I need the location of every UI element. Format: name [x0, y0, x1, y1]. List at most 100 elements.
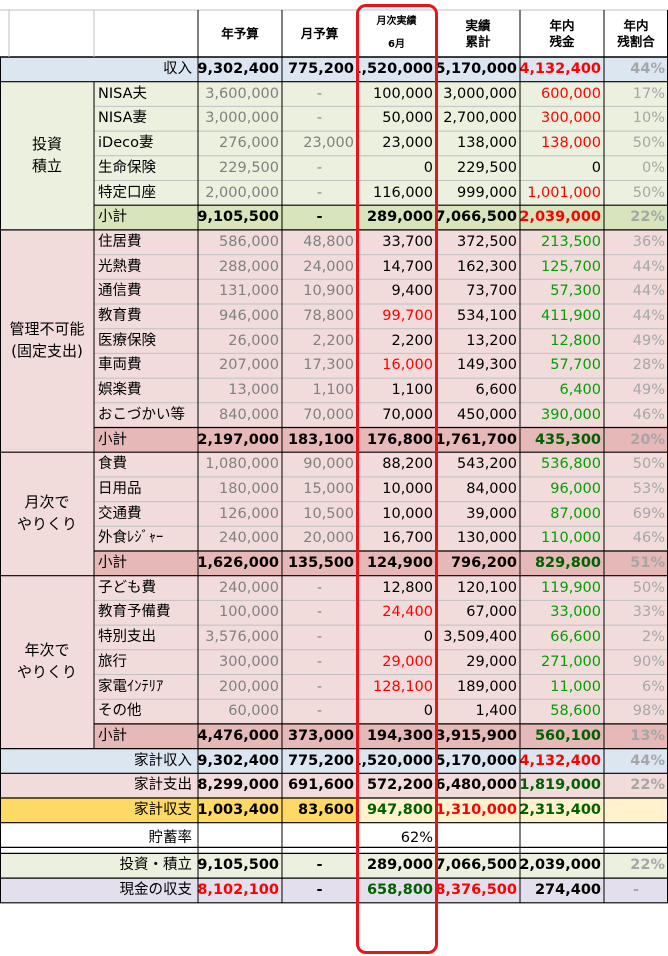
row-household-expense-cumulative[interactable]: 6,480,000 [436, 773, 520, 798]
row-utilities-annual[interactable]: 288,000 [198, 254, 282, 280]
row-investment-total-remaining[interactable]: 2,039,000 [520, 853, 604, 879]
row-savings-rate-annual[interactable] [198, 822, 282, 854]
row-life-insurance-label[interactable]: 生命保険 [94, 155, 198, 181]
row-nisa-husband-remaining[interactable]: 600,000 [520, 81, 604, 107]
row-food-label[interactable]: 食費 [94, 452, 198, 477]
header-remaining[interactable]: 年内 残金 [520, 10, 604, 57]
row-food-cumulative[interactable]: 543,200 [436, 452, 520, 477]
row-other-ratio[interactable]: 98% [604, 699, 668, 724]
row-household-expense-actual[interactable]: 572,200 [357, 773, 436, 798]
row-specific-account-monthly[interactable]: - [282, 180, 357, 206]
row-special-annual[interactable]: 3,576,000 [198, 625, 282, 650]
row-invest-subtotal-actual[interactable]: 289,000 [357, 205, 436, 230]
row-children-cumulative[interactable]: 120,100 [436, 575, 520, 601]
row-food-ratio[interactable]: 50% [604, 452, 668, 477]
row-entertainment-monthly[interactable]: 1,100 [282, 378, 357, 403]
row-household-balance-annual[interactable]: 1,003,400 [198, 798, 282, 823]
row-medical-insurance-remaining[interactable]: 12,800 [520, 328, 604, 354]
row-nisa-husband-ratio[interactable]: 17% [604, 81, 668, 107]
row-utilities-remaining[interactable]: 125,700 [520, 254, 604, 280]
row-savings-rate-actual[interactable]: 62% [357, 822, 436, 854]
header-ratio[interactable]: 年内 残割合 [604, 10, 668, 57]
row-annual-subtotal-cumulative[interactable]: 3,915,900 [436, 723, 520, 749]
row-monthly-subtotal-cumulative[interactable]: 796,200 [436, 551, 520, 576]
row-specific-account-annual[interactable]: 2,000,000 [198, 180, 282, 206]
row-transport-annual[interactable]: 126,000 [198, 501, 282, 527]
row-transport-monthly[interactable]: 10,500 [282, 501, 357, 527]
row-travel-actual[interactable]: 29,000 [357, 649, 436, 675]
row-fixed-subtotal-actual[interactable]: 176,800 [357, 427, 436, 453]
row-appliances-remaining[interactable]: 11,000 [520, 674, 604, 700]
row-life-insurance-cumulative[interactable]: 229,500 [436, 155, 520, 181]
row-household-balance-label[interactable]: 家計収支 [0, 798, 198, 823]
row-vehicle-actual[interactable]: 16,000 [357, 353, 436, 379]
row-investment-total-monthly[interactable]: - [282, 853, 357, 879]
row-ideco-wife-cumulative[interactable]: 138,000 [436, 131, 520, 156]
row-nisa-husband-label[interactable]: NISA夫 [94, 81, 198, 107]
row-housing-cumulative[interactable]: 372,500 [436, 229, 520, 255]
row-special-label[interactable]: 特別支出 [94, 625, 198, 650]
row-children-monthly[interactable]: - [282, 575, 357, 601]
row-food-monthly[interactable]: 90,000 [282, 452, 357, 477]
row-income-ratio[interactable]: 44% [604, 57, 668, 82]
row-other-remaining[interactable]: 58,600 [520, 699, 604, 724]
row-invest-subtotal-ratio[interactable]: 22% [604, 205, 668, 230]
row-utilities-cumulative[interactable]: 162,300 [436, 254, 520, 280]
row-fixed-subtotal-label[interactable]: 小計 [94, 427, 198, 453]
row-life-insurance-ratio[interactable]: 0% [604, 155, 668, 181]
row-nisa-husband-monthly[interactable]: - [282, 81, 357, 107]
row-income-cumulative[interactable]: 5,170,000 [436, 57, 520, 82]
row-appliances-ratio[interactable]: 6% [604, 674, 668, 700]
row-travel-label[interactable]: 旅行 [94, 649, 198, 675]
row-appliances-annual[interactable]: 200,000 [198, 674, 282, 700]
row-cash-balance-remaining[interactable]: 274,400 [520, 878, 604, 903]
row-communication-annual[interactable]: 131,000 [198, 279, 282, 304]
row-dining-leisure-cumulative[interactable]: 130,000 [436, 526, 520, 551]
row-edu-reserve-label[interactable]: 教育予備費 [94, 600, 198, 626]
row-appliances-label[interactable]: 家電ｲﾝﾃﾘｱ [94, 674, 198, 700]
row-specific-account-label[interactable]: 特定口座 [94, 180, 198, 206]
row-nisa-wife-ratio[interactable]: 10% [604, 106, 668, 132]
row-nisa-wife-label[interactable]: NISA妻 [94, 106, 198, 132]
header-monthly-actual[interactable]: 月次実績 6月 [357, 10, 436, 57]
row-household-balance-cumulative[interactable]: -1,310,000 [436, 798, 520, 823]
row-ideco-wife-ratio[interactable]: 50% [604, 131, 668, 156]
row-household-income-label[interactable]: 家計収入 [0, 748, 198, 774]
row-daily-goods-actual[interactable]: 10,000 [357, 476, 436, 502]
row-travel-annual[interactable]: 300,000 [198, 649, 282, 675]
row-special-ratio[interactable]: 2% [604, 625, 668, 650]
row-savings-rate-ratio[interactable] [604, 822, 668, 854]
row-invest-subtotal-monthly[interactable]: - [282, 205, 357, 230]
row-communication-monthly[interactable]: 10,900 [282, 279, 357, 304]
row-vehicle-label[interactable]: 車両費 [94, 353, 198, 379]
row-household-expense-annual[interactable]: 8,299,000 [198, 773, 282, 798]
row-household-expense-monthly[interactable]: 691,600 [282, 773, 357, 798]
row-edu-reserve-ratio[interactable]: 33% [604, 600, 668, 626]
row-savings-rate-label[interactable]: 貯蓄率 [0, 822, 198, 854]
row-daily-goods-remaining[interactable]: 96,000 [520, 476, 604, 502]
row-dining-leisure-annual[interactable]: 240,000 [198, 526, 282, 551]
row-medical-insurance-monthly[interactable]: 2,200 [282, 328, 357, 354]
row-allowance-remaining[interactable]: 390,000 [520, 402, 604, 428]
header-monthly-budget[interactable]: 月予算 [282, 10, 357, 57]
row-children-ratio[interactable]: 50% [604, 575, 668, 601]
row-entertainment-ratio[interactable]: 49% [604, 378, 668, 403]
row-cash-balance-label[interactable]: 現金の収支 [0, 878, 198, 903]
row-daily-goods-label[interactable]: 日用品 [94, 476, 198, 502]
row-edu-reserve-monthly[interactable]: - [282, 600, 357, 626]
row-education-ratio[interactable]: 44% [604, 304, 668, 329]
row-appliances-cumulative[interactable]: 189,000 [436, 674, 520, 700]
row-household-income-remaining[interactable]: 4,132,400 [520, 748, 604, 774]
row-medical-insurance-annual[interactable]: 26,000 [198, 328, 282, 354]
header-cumulative[interactable]: 実績 累計 [436, 10, 520, 57]
row-dining-leisure-monthly[interactable]: 20,000 [282, 526, 357, 551]
row-annual-subtotal-label[interactable]: 小計 [94, 723, 198, 749]
row-medical-insurance-cumulative[interactable]: 13,200 [436, 328, 520, 354]
row-housing-remaining[interactable]: 213,500 [520, 229, 604, 255]
row-fixed-subtotal-remaining[interactable]: 435,300 [520, 427, 604, 453]
row-ideco-wife-monthly[interactable]: 23,000 [282, 131, 357, 156]
row-food-annual[interactable]: 1,080,000 [198, 452, 282, 477]
row-other-actual[interactable]: 0 [357, 699, 436, 724]
row-fixed-subtotal-cumulative[interactable]: 1,761,700 [436, 427, 520, 453]
row-life-insurance-actual[interactable]: 0 [357, 155, 436, 181]
